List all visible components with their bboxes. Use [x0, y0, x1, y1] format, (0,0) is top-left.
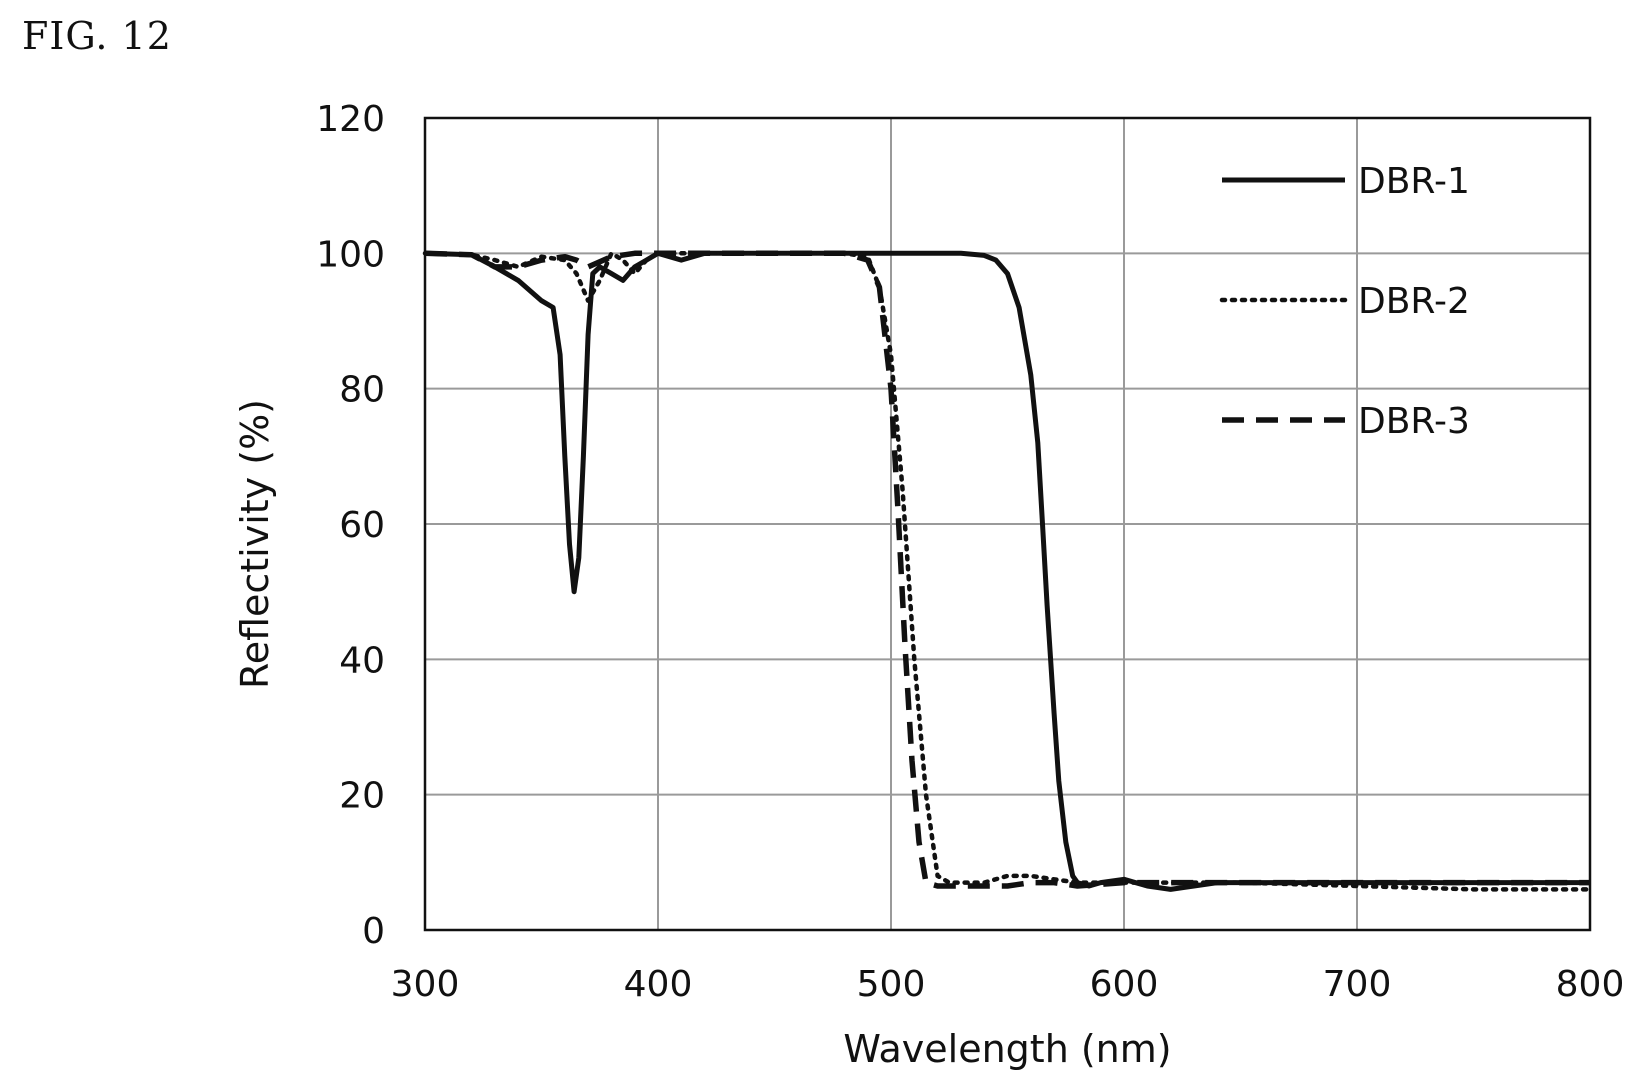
y-tick-label: 0: [362, 911, 385, 952]
y-tick-label: 20: [339, 776, 385, 817]
x-tick-labels: 300 400 500 600 700 800: [391, 964, 1625, 1005]
plot-frame: [423, 116, 1592, 932]
y-tick-label: 40: [339, 640, 385, 681]
x-tick-label: 700: [1323, 964, 1392, 1005]
series-line-dbr-3: [424, 250, 1590, 889]
x-tick-label: 600: [1090, 964, 1159, 1005]
series-lines: [422, 250, 1593, 892]
x-tick-label: 300: [391, 964, 460, 1005]
legend-label-dbr-3: DBR-3: [1358, 401, 1470, 442]
x-tick-label: 800: [1556, 964, 1625, 1005]
legend-label-dbr-2: DBR-2: [1358, 281, 1470, 322]
y-tick-label: 100: [316, 234, 385, 275]
y-axis-title: Reflectivity (%): [233, 399, 277, 689]
x-tick-label: 400: [624, 964, 693, 1005]
x-tick-label: 500: [857, 964, 926, 1005]
legend-label-dbr-1: DBR-1: [1358, 161, 1470, 202]
figure-label: FIG. 12: [22, 14, 172, 58]
y-tick-label: 60: [339, 505, 385, 546]
y-tick-labels: 0 20 40 60 80 100 120: [316, 99, 385, 952]
y-tick-label: 80: [339, 370, 385, 411]
legend: DBR-1 DBR-2 DBR-3: [1219, 161, 1470, 442]
y-tick-label: 120: [316, 99, 385, 140]
x-axis-title: Wavelength (nm): [843, 1027, 1171, 1071]
grid-lines: [424, 117, 1591, 931]
